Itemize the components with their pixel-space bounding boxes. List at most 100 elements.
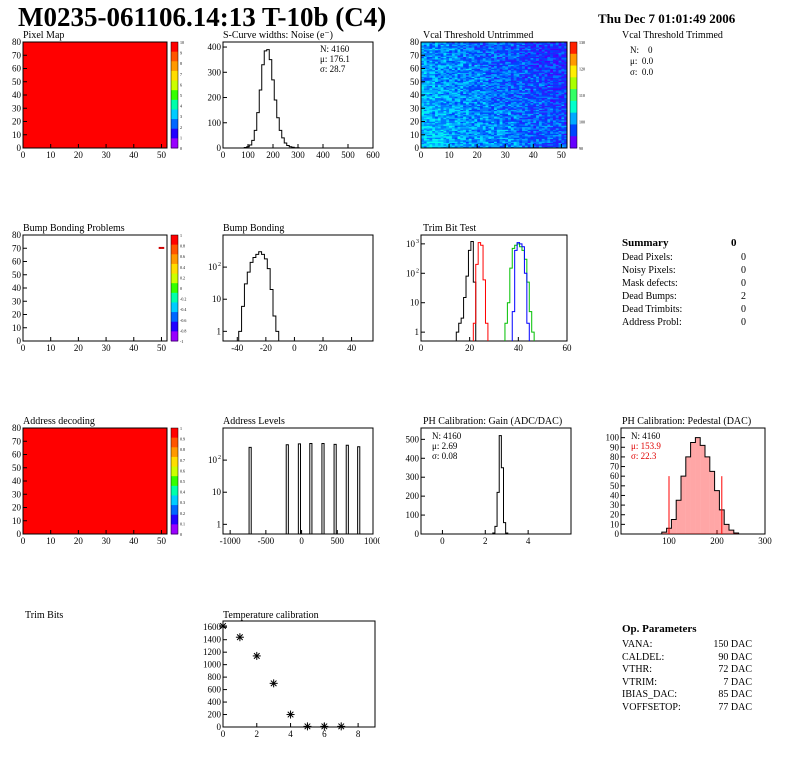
vcal_untrimmed-cell: [491, 69, 495, 72]
vcal_untrimmed-cell: [558, 65, 562, 68]
vcal_untrimmed-cell: [471, 71, 475, 73]
vcal_untrimmed-cell: [488, 51, 492, 53]
vcal_untrimmed-cell: [508, 108, 512, 110]
vcal_untrimmed-cell: [457, 132, 461, 134]
vcal_untrimmed-cell: [477, 92, 481, 94]
vcal_untrimmed-cell: [558, 118, 562, 121]
vcal_untrimmed-cell: [446, 91, 450, 93]
vcal_untrimmed-cell: [465, 76, 470, 79]
vcal_untrimmed-cell: [474, 97, 478, 100]
vcal_untrimmed-cell: [541, 146, 545, 149]
ph_pedestal-bar-5: [685, 456, 691, 534]
vcal_untrimmed-cell: [552, 100, 557, 102]
trim_bit_test-ytick-label-0: 1: [415, 327, 420, 337]
vcal_untrimmed-cell: [541, 79, 545, 81]
vcal_untrimmed-cell: [555, 146, 559, 149]
vcal_untrimmed-cell: [552, 57, 557, 60]
vcal_untrimmed-cell: [465, 80, 470, 83]
vcal_untrimmed-cell: [564, 79, 568, 81]
vcal_untrimmed-cell: [533, 104, 537, 106]
vcal_untrimmed-cell: [482, 141, 486, 143]
vcal_untrimmed-cell: [564, 65, 568, 68]
vcal_untrimmed-cell: [505, 125, 509, 128]
vcal_untrimmed-cell: [522, 116, 526, 118]
vcal_untrimmed-cell: [460, 141, 464, 143]
summary-row-value: 0: [741, 265, 746, 276]
vcal_untrimmed-cell: [460, 112, 464, 114]
vcal_untrimmed-cell: [494, 128, 498, 130]
vcal_untrimmed-cell: [437, 59, 441, 61]
vcal_untrimmed-cell: [460, 133, 464, 136]
vcal_untrimmed-cell: [524, 125, 528, 128]
vcal_untrimmed-cell: [471, 63, 475, 65]
bump_problems-scale-label-0: 1: [180, 233, 182, 238]
vcal_untrimmed-cell: [443, 93, 447, 96]
vcal_untrimmed-cell: [457, 84, 461, 87]
vcal_untrimmed-cell: [435, 43, 439, 45]
vcal_untrimmed-cell: [432, 144, 436, 146]
vcal_untrimmed-cell: [443, 95, 447, 97]
vcal_untrimmed-cell: [536, 136, 540, 138]
vcal_untrimmed-cell: [527, 84, 531, 87]
vcal_untrimmed-cell: [432, 88, 436, 90]
ph_pedestal-bar-0: [661, 532, 667, 534]
vcal_untrimmed-cell: [564, 116, 568, 118]
vcal_untrimmed-cell: [530, 85, 534, 88]
vcal_untrimmed-cell: [519, 73, 523, 76]
vcal_untrimmed-cell: [550, 61, 554, 64]
vcal_untrimmed-cell: [522, 73, 526, 76]
vcal_untrimmed-cell: [465, 43, 470, 45]
address_decoding-scale-label-0: 1: [180, 426, 182, 431]
vcal_untrimmed-cell: [558, 102, 562, 105]
vcal_untrimmed-cell: [421, 88, 425, 90]
vcal_untrimmed-cell: [552, 120, 557, 122]
vcal_untrimmed-cell: [437, 85, 441, 88]
vcal_untrimmed-cell: [471, 61, 475, 64]
vcal_untrimmed-cell: [502, 145, 506, 147]
vcal_untrimmed-cell: [555, 42, 559, 44]
vcal_untrimmed-cell: [421, 65, 425, 68]
vcal_untrimmed-cell: [460, 56, 464, 59]
vcal_untrimmed-cell: [468, 132, 472, 134]
vcal_untrimmed-cell: [505, 52, 509, 55]
vcal_untrimmed-cell: [421, 120, 425, 122]
pixel_map-scale-seg-3: [171, 70, 178, 82]
vcal_untrimmed-cell: [457, 42, 461, 44]
vcal_untrimmed-cell: [544, 128, 548, 130]
vcal_untrimmed-cell: [513, 105, 517, 108]
vcal_untrimmed-cell: [485, 93, 489, 96]
vcal_untrimmed-cell: [426, 133, 430, 136]
vcal_untrimmed-cell: [454, 44, 458, 47]
vcal_untrimmed-cell: [522, 81, 526, 84]
vcal_untrimmed-cell: [527, 126, 531, 129]
vcal_untrimmed-cell: [547, 64, 551, 67]
vcal_untrimmed-cell: [449, 87, 453, 89]
vcal_untrimmed-cell: [533, 105, 537, 108]
vcal_untrimmed-cell: [524, 57, 528, 60]
vcal_untrimmed-cell: [463, 102, 467, 105]
vcal_untrimmed-cell: [435, 114, 439, 117]
vcal_untrimmed-cell: [465, 52, 470, 55]
vcal_untrimmed-cell: [558, 60, 562, 63]
vcal_untrimmed-cell: [558, 89, 562, 92]
vcal_untrimmed-cell: [508, 113, 512, 116]
vcal_untrimmed-cell: [522, 60, 526, 63]
vcal_untrimmed-cell: [499, 129, 503, 132]
vcal_untrimmed-cell: [491, 63, 495, 65]
vcal_untrimmed-cell: [496, 137, 500, 140]
vcal_untrimmed-cell: [550, 142, 554, 145]
vcal_untrimmed-cell: [499, 117, 503, 120]
vcal_untrimmed-cell: [536, 108, 540, 110]
vcal_untrimmed-cell: [522, 53, 526, 56]
vcal_untrimmed-cell: [536, 69, 540, 72]
vcal_untrimmed-cell: [477, 130, 481, 133]
vcal_untrimmed-cell: [538, 126, 543, 129]
vcal_untrimmed-cell: [429, 55, 433, 57]
vcal_untrimmed-cell: [561, 118, 565, 121]
vcal_untrimmed-cell: [510, 132, 514, 134]
vcal_untrimmed-cell: [437, 89, 441, 92]
vcal_untrimmed-cell: [451, 100, 455, 102]
vcal_untrimmed-cell: [552, 97, 557, 100]
vcal_untrimmed-cell: [527, 136, 531, 138]
vcal_untrimmed-cell: [457, 104, 461, 106]
